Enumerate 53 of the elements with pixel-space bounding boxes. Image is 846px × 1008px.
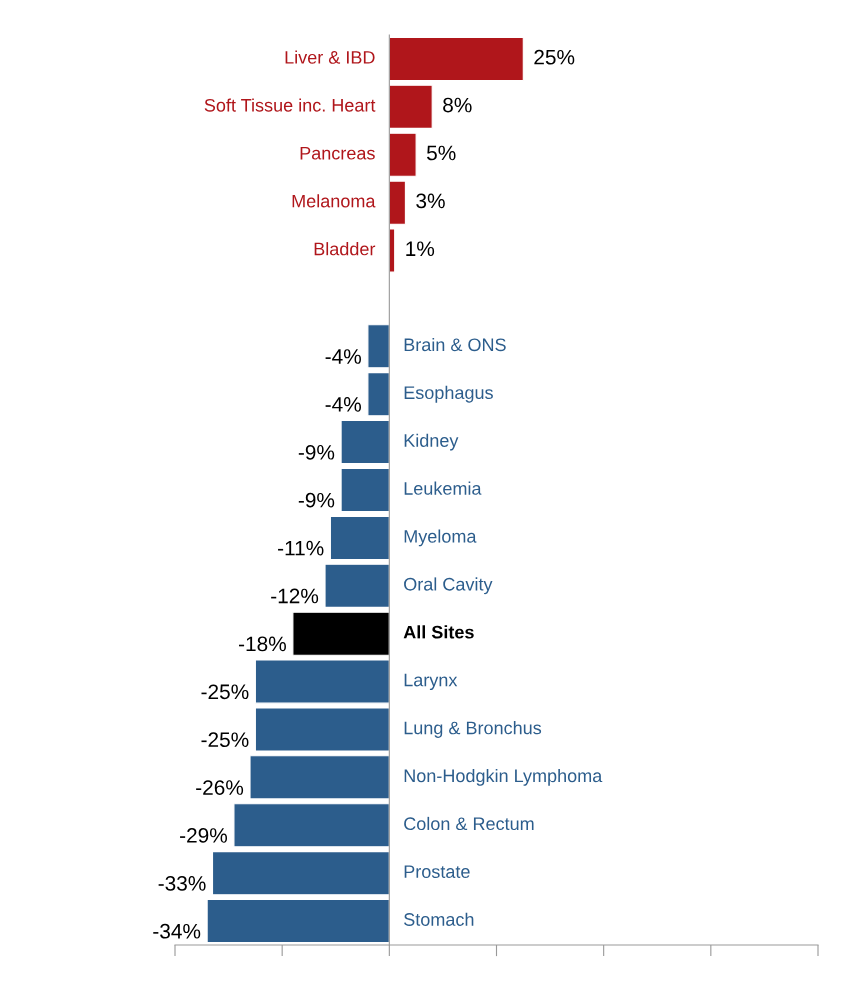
data-label: -33%: [158, 875, 206, 891]
y-tick-label: Leukemia: [404, 481, 482, 495]
data-label: -12%: [271, 588, 319, 604]
data-label: 8%: [443, 97, 472, 113]
data-label: -29%: [180, 828, 228, 843]
data-label: -25%: [201, 732, 249, 748]
data-label: -11%: [278, 540, 324, 556]
data-label: -26%: [196, 780, 244, 795]
bar: [388, 84, 433, 129]
data-label: 1%: [406, 241, 435, 257]
bar: [206, 898, 390, 944]
y-tick-label: Non-Hodgkin Lymphoma: [404, 768, 603, 786]
bar: [329, 515, 390, 561]
y-tick-label: All Sites: [403, 625, 474, 639]
bar: [292, 611, 390, 656]
bar: [388, 132, 417, 177]
y-tick-label: Kidney: [404, 433, 459, 451]
y-tick-label: Soft Tissue inc. Heart: [204, 98, 376, 112]
bar: [367, 324, 390, 369]
bar: [324, 563, 390, 608]
bar: [388, 180, 406, 225]
bar: [340, 467, 390, 513]
y-tick-label: Prostate: [404, 865, 470, 878]
data-label: 3%: [416, 193, 445, 209]
bar: [249, 755, 390, 800]
bar: [388, 36, 524, 82]
y-tick-label: Liver & IBD: [285, 50, 375, 64]
bar: [211, 851, 390, 896]
y-tick-label: Oral Cavity: [404, 577, 493, 595]
y-tick-label: Esophagus: [404, 385, 493, 403]
data-label: -9%: [298, 492, 335, 508]
bar: [340, 419, 390, 465]
y-tick-label: Brain & ONS: [404, 337, 506, 352]
y-tick-label: Stomach: [404, 912, 474, 926]
y-tick-label: Myeloma: [404, 529, 477, 547]
y-tick-label: Lung & Bronchus: [404, 721, 542, 738]
y-tick-label: Bladder: [314, 242, 376, 256]
y-tick-label: Colon & Rectum: [404, 816, 534, 831]
data-label: -4%: [325, 397, 361, 412]
bar: [254, 707, 390, 752]
data-label: 25%: [534, 49, 575, 65]
data-label: 5%: [426, 145, 456, 161]
y-tick-label: Pancreas: [300, 146, 375, 160]
bar: [254, 659, 390, 704]
y-tick-label: Larynx: [404, 673, 458, 690]
y-tick-label: Melanoma: [292, 194, 376, 208]
bar: [233, 803, 390, 848]
data-label: -9%: [298, 444, 335, 460]
data-label: -4%: [325, 349, 361, 364]
data-label: -18%: [239, 636, 286, 652]
bar: [367, 372, 390, 417]
data-label: -25%: [201, 684, 249, 700]
data-label: -34%: [153, 923, 201, 939]
